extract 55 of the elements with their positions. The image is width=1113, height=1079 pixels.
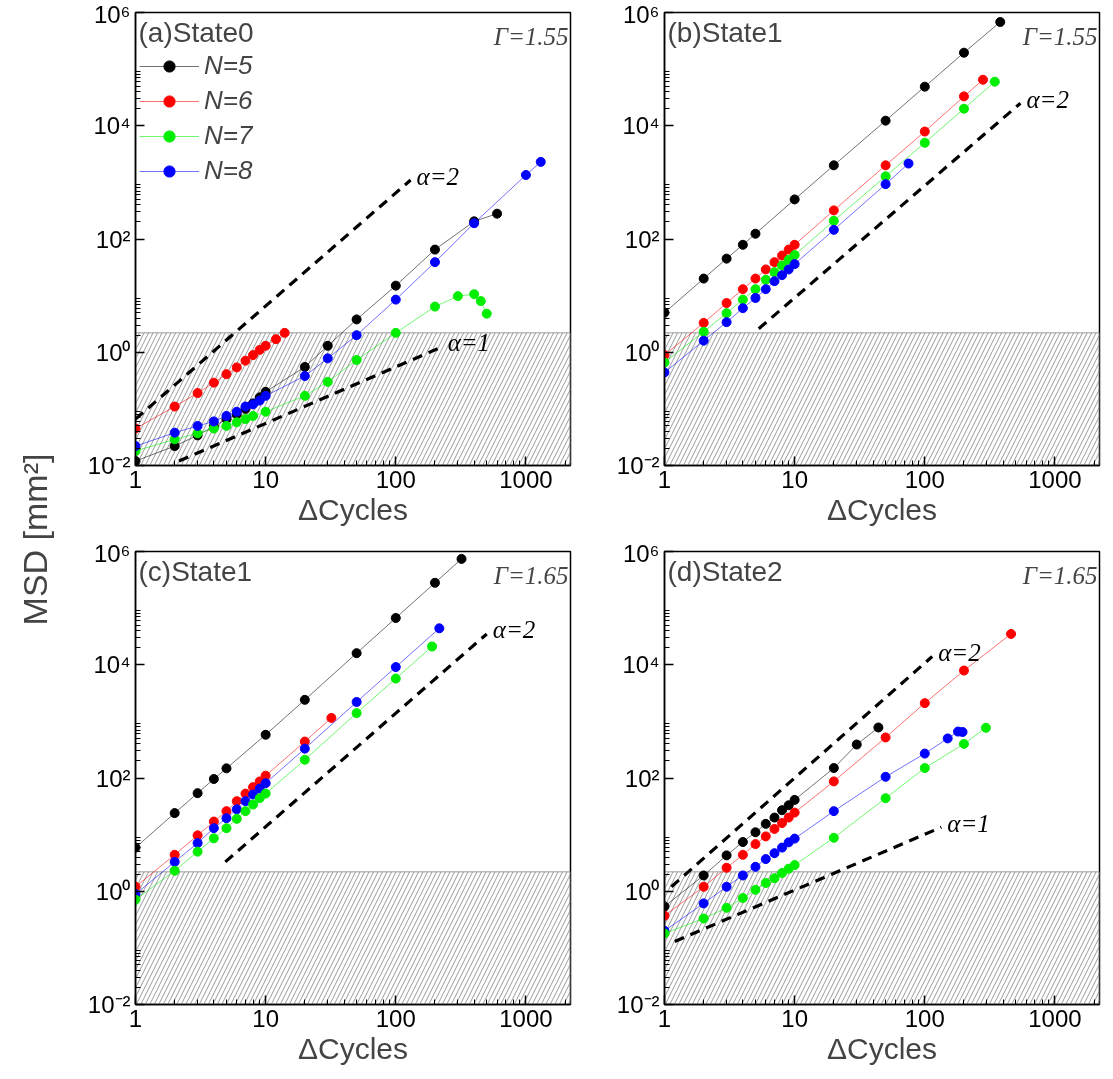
- chart-title: (c)State1: [138, 555, 253, 587]
- y-tick-label: 10²: [95, 764, 131, 792]
- annotation: Γ=1.65: [1021, 561, 1098, 589]
- y-tick-label: 10⁻²: [87, 991, 131, 1018]
- x-tick-label: 1000: [1028, 465, 1082, 493]
- series-label: α=1: [947, 809, 990, 837]
- y-tick-label: 10⁴: [622, 651, 660, 679]
- x-tick-label: 100: [375, 465, 416, 493]
- x-tick-label: 1000: [499, 1004, 553, 1032]
- y-tick-label: 10⁻²: [616, 991, 660, 1018]
- x-axis-title: ΔCycles: [826, 1031, 938, 1065]
- y-tick-label: 10⁶: [622, 539, 660, 567]
- series-label: α=1: [447, 329, 491, 357]
- x-tick-label: 10: [781, 465, 808, 493]
- legend-label: N=7: [204, 120, 253, 151]
- y-tick-label: 10⁻²: [87, 452, 131, 479]
- y-axis-title: MSD [mm²]: [15, 453, 54, 626]
- legend-label: N=6: [204, 85, 253, 116]
- x-tick-label: 10: [252, 1004, 279, 1032]
- x-tick-label: 100: [375, 1004, 416, 1032]
- y-tick-label: 10⁴: [622, 112, 660, 140]
- x-tick-label: 100: [904, 1004, 945, 1032]
- y-tick-label: 10⁰: [95, 877, 131, 905]
- y-tick-label: 10⁶: [622, 0, 660, 28]
- x-tick-label: 1000: [1028, 1004, 1082, 1032]
- x-axis-title: ΔCycles: [297, 492, 409, 526]
- y-tick-label: 10⁰: [624, 338, 660, 366]
- y-tick-label: 10⁶: [93, 0, 131, 28]
- x-tick-label: 10: [781, 1004, 808, 1032]
- x-axis-title: ΔCycles: [297, 1031, 409, 1065]
- chart-title: (a)State0: [138, 16, 254, 48]
- chart-title: (d)State2: [667, 555, 783, 587]
- legend-label: N=8: [204, 155, 253, 186]
- y-tick-label: 10²: [624, 225, 660, 253]
- x-tick-label: 100: [904, 465, 945, 493]
- annotation: Γ=1.55: [492, 22, 569, 50]
- y-tick-label: 10²: [95, 225, 131, 253]
- series-label: α=2: [416, 162, 460, 190]
- y-tick-label: 10⁰: [624, 877, 660, 905]
- series-label: α=2: [938, 638, 981, 666]
- legend-label: N=5: [204, 50, 253, 81]
- series-label: α=2: [1026, 85, 1069, 113]
- y-tick-label: 10⁴: [93, 651, 131, 679]
- y-tick-label: 10²: [624, 764, 660, 792]
- y-tick-label: 10⁶: [93, 539, 131, 567]
- annotation: Γ=1.55: [1021, 22, 1098, 50]
- series-label: α=2: [492, 616, 536, 644]
- y-tick-label: 10⁰: [95, 338, 131, 366]
- x-axis-title: ΔCycles: [826, 492, 938, 526]
- y-tick-label: 10⁻²: [616, 452, 660, 479]
- y-tick-label: 10⁴: [93, 112, 131, 140]
- x-tick-label: 1000: [499, 465, 553, 493]
- annotation: Γ=1.65: [492, 561, 569, 589]
- chart-title: (b)State1: [667, 16, 783, 48]
- x-tick-label: 10: [252, 465, 279, 493]
